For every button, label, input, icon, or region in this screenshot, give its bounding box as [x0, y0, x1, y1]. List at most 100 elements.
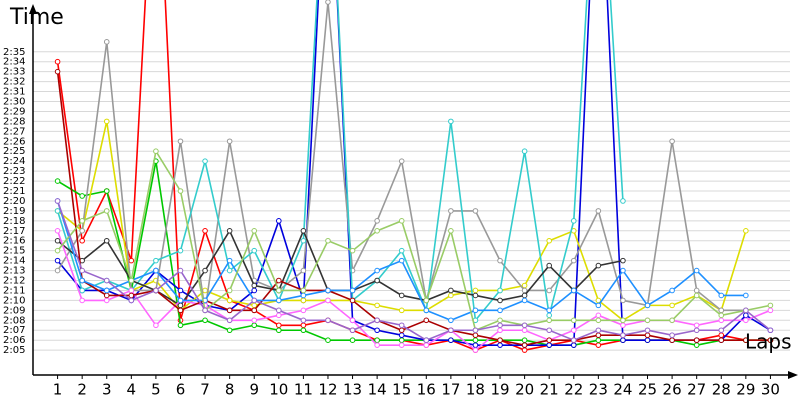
data-point — [398, 327, 405, 334]
data-point — [448, 208, 454, 214]
data-point — [374, 227, 380, 234]
data-point — [325, 317, 331, 324]
data-point — [153, 257, 159, 264]
data-point — [767, 302, 774, 309]
data-point — [79, 218, 85, 224]
data-point — [693, 267, 700, 274]
x-tick-label: 16 — [417, 381, 436, 399]
data-point — [718, 317, 725, 324]
data-point — [620, 198, 626, 204]
data-point — [546, 327, 552, 334]
data-point — [644, 337, 651, 343]
x-tick-label: 3 — [102, 381, 112, 399]
data-point — [300, 237, 307, 244]
data-point — [103, 208, 110, 214]
data-point — [79, 237, 85, 244]
data-point — [79, 297, 85, 304]
data-point — [177, 188, 184, 194]
data-point — [595, 302, 602, 309]
data-point — [128, 277, 135, 284]
series-line — [56, 200, 771, 342]
data-point — [251, 302, 258, 309]
data-point — [226, 227, 233, 234]
data-point — [177, 307, 184, 314]
x-tick-label: 20 — [515, 381, 534, 399]
data-point — [349, 317, 356, 324]
data-point — [448, 118, 454, 125]
x-tick-label: 9 — [249, 381, 259, 399]
data-point — [743, 227, 749, 234]
data-point — [276, 327, 282, 334]
data-point — [497, 327, 503, 334]
data-point — [103, 118, 110, 125]
data-point — [374, 342, 380, 348]
data-point — [497, 297, 503, 304]
data-point — [497, 287, 503, 294]
y-tick-label: 2:17 — [3, 226, 25, 237]
data-point — [251, 322, 258, 329]
data-point — [448, 287, 454, 294]
x-tick-label: 11 — [294, 381, 313, 399]
data-point — [128, 292, 135, 299]
data-point — [546, 307, 552, 314]
data-point — [497, 307, 503, 314]
data-point — [570, 337, 577, 343]
data-point — [448, 292, 454, 299]
data-point — [595, 262, 602, 269]
data-point — [103, 277, 110, 284]
data-point — [300, 292, 307, 299]
data-point — [620, 332, 626, 339]
data-point — [177, 267, 184, 274]
y-tick-label: 2:25 — [3, 146, 25, 157]
data-point — [103, 297, 110, 304]
data-point — [374, 277, 380, 284]
data-point — [103, 188, 110, 194]
data-point — [226, 287, 233, 294]
data-point — [472, 208, 479, 214]
data-point — [497, 337, 503, 343]
data-point — [276, 277, 282, 284]
data-point — [202, 307, 208, 314]
data-point — [521, 347, 528, 353]
x-tick-label: 6 — [176, 381, 186, 399]
series-line — [56, 149, 771, 332]
data-point — [644, 302, 651, 309]
data-point — [521, 148, 528, 155]
data-point — [595, 208, 602, 214]
data-point — [54, 68, 61, 75]
x-tick-label: 1 — [53, 381, 63, 399]
data-point — [398, 337, 405, 343]
data-point — [251, 227, 258, 234]
x-tick-label: 25 — [638, 381, 657, 399]
x-tick-label: 18 — [466, 381, 485, 399]
y-tick-label: 2:05 — [3, 345, 25, 356]
y-tick-label: 2:10 — [3, 295, 25, 306]
data-point — [546, 342, 552, 348]
data-point — [128, 257, 135, 264]
data-point — [570, 257, 577, 264]
data-point — [595, 342, 602, 348]
data-point — [398, 307, 405, 314]
x-tick-label: 15 — [392, 381, 411, 399]
data-point — [620, 297, 626, 304]
data-point — [300, 227, 307, 234]
data-point — [374, 267, 380, 274]
data-point — [226, 257, 233, 264]
data-point — [693, 327, 700, 334]
x-tick-label: 26 — [663, 381, 682, 399]
y-tick-label: 2:27 — [3, 126, 25, 137]
data-point — [767, 327, 774, 334]
data-point — [300, 307, 307, 314]
data-point — [325, 287, 331, 294]
y-tick-label: 2:11 — [3, 285, 25, 296]
data-point — [103, 287, 110, 294]
data-point — [448, 317, 454, 324]
data-point — [54, 198, 61, 204]
data-point — [423, 307, 430, 314]
series-line — [56, 0, 771, 346]
data-point — [153, 287, 159, 294]
data-point — [521, 327, 528, 334]
data-point — [349, 247, 356, 254]
x-tick-label: 24 — [613, 381, 632, 399]
